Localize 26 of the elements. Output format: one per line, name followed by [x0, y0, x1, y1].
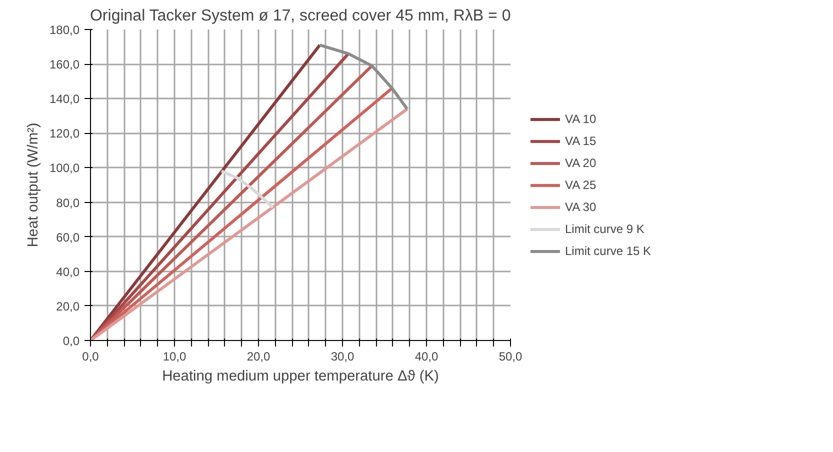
legend-label: Limit curve 15 K: [565, 244, 652, 258]
y-axis-title: Heat output (W/m²): [25, 122, 42, 248]
x-tick-label: 20,0: [246, 350, 271, 364]
y-tick-label: 120,0: [49, 126, 80, 141]
y-tick-label: 140,0: [49, 92, 80, 106]
x-tick-label: 10,0: [162, 350, 187, 364]
x-tick-label: 30,0: [330, 350, 355, 364]
y-tick-label: 100,0: [49, 161, 80, 176]
legend-label: VA 25: [565, 178, 596, 192]
legend-label: VA 20: [565, 156, 596, 170]
y-tick-label: 20,0: [56, 299, 80, 314]
y-tick-label: 60,0: [56, 230, 80, 244]
chart-title: Original Tacker System ø 17, screed cover 45 mm, RλB = 0: [90, 8, 511, 24]
legend-label: Limit curve 9 K: [565, 222, 644, 236]
y-tick-label: 160,0: [49, 58, 80, 72]
y-tick-label: 180,0: [49, 23, 80, 37]
y-tick-label: 40,0: [56, 264, 80, 279]
x-axis-title: Heating medium upper temperature Δϑ (K): [162, 368, 439, 384]
x-tick-label: 50,0: [498, 350, 523, 364]
y-tick-label: 0,0: [62, 334, 80, 348]
y-tick-label: 80,0: [56, 196, 80, 210]
x-tick-label: 40,0: [414, 350, 439, 364]
legend-label: VA 30: [565, 200, 596, 214]
legend-label: VA 10: [565, 112, 596, 126]
x-tick-label: 0,0: [82, 350, 100, 364]
legend-label: VA 15: [565, 134, 596, 148]
